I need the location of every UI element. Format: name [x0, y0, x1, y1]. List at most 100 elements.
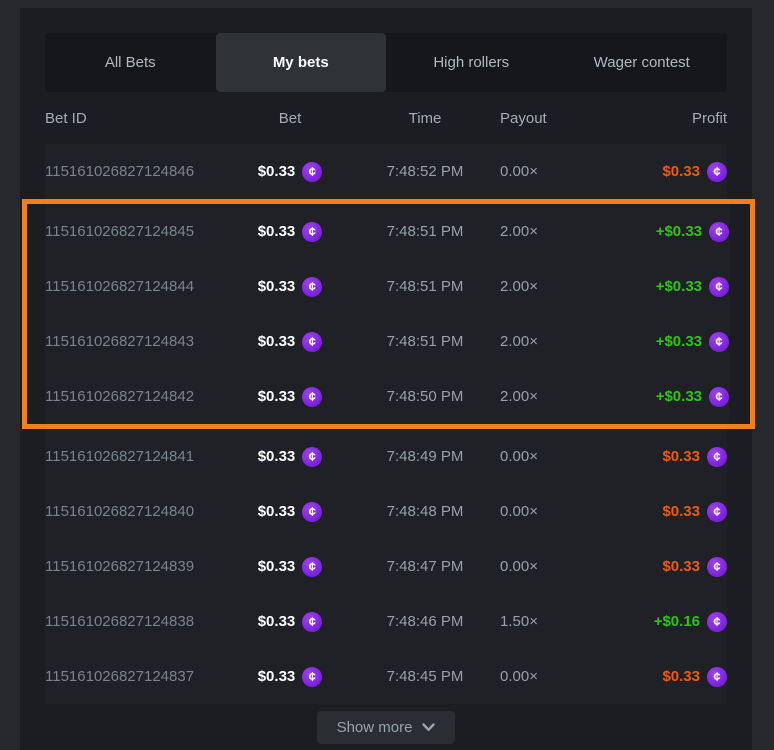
bet-payout-value: 2.00× — [500, 278, 538, 295]
bet-time-value: 7:48:51 PM — [386, 223, 464, 240]
bet-amount-value: $0.33 — [257, 223, 296, 240]
bet-profit-value: +$0.33 — [655, 278, 702, 295]
bet-amount: $0.33 ¢ — [230, 276, 350, 297]
bet-amount-value: $0.33 — [257, 448, 296, 465]
bet-amount-value: $0.33 — [257, 558, 296, 575]
bet-id: 115161026827124839 — [45, 558, 230, 575]
bet-profit-value: +$0.33 — [655, 333, 702, 350]
cent-coin-icon: ¢ — [707, 161, 727, 182]
bet-time-value: 7:48:45 PM — [386, 668, 464, 685]
cent-coin-icon: ¢ — [302, 666, 323, 687]
bet-time-value: 7:48:48 PM — [386, 503, 464, 520]
bet-profit-value: $0.33 — [662, 668, 700, 685]
bet-time-value: 7:48:51 PM — [386, 278, 464, 295]
bet-profit: $0.33 ¢ — [610, 666, 727, 687]
cent-coin-icon: ¢ — [302, 446, 323, 467]
bet-payout: 2.00× — [500, 388, 610, 405]
table-row[interactable]: 115161026827124842 $0.33 ¢ 7:48:50 PM 2.00× +… — [45, 369, 729, 424]
table-row[interactable]: 115161026827124844 $0.33 ¢ 7:48:51 PM 2.00× +… — [45, 259, 729, 314]
cent-coin-icon: ¢ — [709, 386, 729, 407]
cent-coin-icon: ¢ — [709, 276, 729, 297]
table-row[interactable]: 115161026827124845 $0.33 ¢ 7:48:51 PM 2.00× +… — [45, 204, 729, 259]
bet-payout-value: 0.00× — [500, 668, 538, 685]
bet-profit-value: +$0.33 — [655, 223, 702, 240]
bet-profit: +$0.16 ¢ — [610, 611, 727, 632]
bet-profit: +$0.33 ¢ — [610, 221, 729, 242]
tab-wager-contest[interactable]: Wager contest — [593, 54, 690, 71]
bet-payout-value: 2.00× — [500, 333, 538, 350]
bet-amount: $0.33 ¢ — [230, 386, 350, 407]
show-more-button[interactable]: Show more — [316, 711, 456, 744]
cent-coin-icon: ¢ — [709, 331, 729, 352]
bet-payout: 0.00× — [500, 448, 610, 465]
cent-coin-icon: ¢ — [302, 221, 323, 242]
cent-coin-icon: ¢ — [302, 556, 323, 577]
cent-coin-icon: ¢ — [302, 386, 323, 407]
bet-time: 7:48:51 PM — [350, 223, 500, 240]
bet-amount: $0.33 ¢ — [230, 331, 350, 352]
bet-time: 7:48:48 PM — [350, 503, 500, 520]
bet-time-value: 7:48:50 PM — [386, 388, 464, 405]
bet-amount: $0.33 ¢ — [230, 556, 350, 577]
table-row[interactable]: 115161026827124846 $0.33 ¢ 7:48:52 PM 0.00× $… — [45, 144, 727, 199]
bet-amount-value: $0.33 — [257, 503, 296, 520]
bet-profit: $0.33 ¢ — [610, 446, 727, 467]
column-header-profit: Profit — [691, 109, 727, 127]
bet-id-value: 115161026827124845 — [45, 223, 195, 240]
bet-payout: 2.00× — [500, 333, 610, 350]
bet-profit-value: $0.33 — [662, 163, 700, 180]
cent-coin-icon: ¢ — [302, 501, 323, 522]
bet-amount-value: $0.33 — [257, 278, 296, 295]
bet-profit-value: $0.33 — [662, 558, 700, 575]
bet-payout: 2.00× — [500, 223, 610, 240]
column-header-bet: Bet — [278, 109, 302, 127]
bet-id: 115161026827124843 — [45, 333, 230, 350]
bet-profit-value: +$0.33 — [655, 388, 702, 405]
bet-time: 7:48:51 PM — [350, 333, 500, 350]
bet-time: 7:48:49 PM — [350, 448, 500, 465]
bet-time-value: 7:48:49 PM — [386, 448, 464, 465]
tab-all-bets[interactable]: All Bets — [104, 54, 156, 71]
bet-time: 7:48:52 PM — [350, 163, 500, 180]
bet-amount-value: $0.33 — [257, 163, 296, 180]
bet-time-value: 7:48:52 PM — [386, 163, 464, 180]
bet-profit: +$0.33 ¢ — [610, 386, 729, 407]
bet-id: 115161026827124842 — [45, 388, 230, 405]
tab-high-rollers[interactable]: High rollers — [433, 54, 510, 71]
bet-id-value: 115161026827124841 — [45, 448, 195, 465]
bet-payout: 0.00× — [500, 503, 610, 520]
tab-my-bets[interactable]: My bets — [215, 33, 386, 92]
bet-profit-value: $0.33 — [662, 503, 700, 520]
bet-id-value: 115161026827124843 — [45, 333, 195, 350]
column-header-time: Time — [408, 109, 442, 127]
bets-panel: All Bets My bets High rollers Wager cont… — [20, 8, 755, 750]
bet-id: 115161026827124840 — [45, 503, 230, 520]
bet-amount-value: $0.33 — [257, 613, 296, 630]
bet-payout: 0.00× — [500, 163, 610, 180]
bet-payout-value: 2.00× — [500, 223, 538, 240]
bet-profit: $0.33 ¢ — [610, 501, 727, 522]
table-row[interactable]: 115161026827124839 $0.33 ¢ 7:48:47 PM 0.00× $… — [45, 539, 727, 594]
bet-time: 7:48:51 PM — [350, 278, 500, 295]
bet-id-value: 115161026827124840 — [45, 503, 195, 520]
bet-id-value: 115161026827124844 — [45, 278, 195, 295]
table-row[interactable]: 115161026827124840 $0.33 ¢ 7:48:48 PM 0.00× $… — [45, 484, 727, 539]
bet-amount: $0.33 ¢ — [230, 221, 350, 242]
table-row[interactable]: 115161026827124841 $0.33 ¢ 7:48:49 PM 0.00× $… — [45, 429, 727, 484]
chevron-down-icon — [422, 723, 436, 732]
cent-coin-icon: ¢ — [707, 556, 727, 577]
cent-coin-icon: ¢ — [709, 221, 729, 242]
bet-id: 115161026827124846 — [45, 163, 230, 180]
cent-coin-icon: ¢ — [707, 611, 727, 632]
cent-coin-icon: ¢ — [707, 446, 727, 467]
show-more-label: Show more — [336, 719, 413, 736]
bet-payout: 0.00× — [500, 558, 610, 575]
table-row[interactable]: 115161026827124837 $0.33 ¢ 7:48:45 PM 0.00× $… — [45, 649, 727, 704]
bet-time-value: 7:48:47 PM — [386, 558, 464, 575]
bet-profit: +$0.33 ¢ — [610, 331, 729, 352]
bet-id-value: 115161026827124842 — [45, 388, 195, 405]
bet-amount-value: $0.33 — [257, 333, 296, 350]
table-row[interactable]: 115161026827124838 $0.33 ¢ 7:48:46 PM 1.50× +… — [45, 594, 727, 649]
bet-amount-value: $0.33 — [257, 388, 296, 405]
table-row[interactable]: 115161026827124843 $0.33 ¢ 7:48:51 PM 2.00× +… — [45, 314, 729, 369]
